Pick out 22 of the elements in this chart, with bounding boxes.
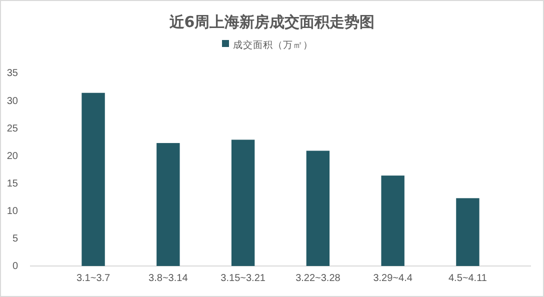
x-tick-label: 3.15~3.21 xyxy=(220,273,266,284)
x-tick-label: 3.29~4.4 xyxy=(373,273,413,284)
legend-label: 成交面积（万㎡） xyxy=(233,39,313,51)
x-tick-label: 3.1~3.7 xyxy=(76,273,111,284)
y-tick-label: 10 xyxy=(6,206,18,218)
y-tick-label: 15 xyxy=(6,178,18,190)
chart-title: 近6周上海新房成交面积走势图 xyxy=(168,13,375,31)
y-tick-label: 35 xyxy=(6,68,18,80)
x-tick-label: 3.8~3.14 xyxy=(148,273,188,284)
y-tick-label: 25 xyxy=(6,123,18,134)
bar xyxy=(231,140,255,266)
bar xyxy=(156,143,180,266)
x-tick-label: 4.5~4.11 xyxy=(448,273,488,284)
y-tick-label: 0 xyxy=(12,261,18,272)
bar xyxy=(456,198,480,266)
y-tick-label: 30 xyxy=(6,96,18,107)
y-tick-label: 20 xyxy=(6,150,18,162)
bar xyxy=(306,150,330,266)
bar xyxy=(381,176,404,266)
y-tick-label: 5 xyxy=(12,234,18,245)
x-tick-label: 3.22~3.28 xyxy=(296,273,341,284)
bar xyxy=(82,92,105,266)
